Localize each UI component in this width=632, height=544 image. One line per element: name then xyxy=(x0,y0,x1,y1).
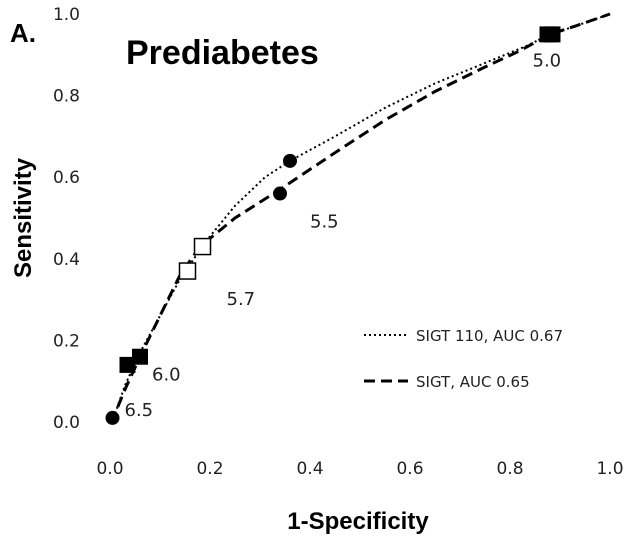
y-tick-label: 0.8 xyxy=(53,87,80,107)
marker-open-square xyxy=(178,262,197,280)
marker-layer xyxy=(105,26,561,425)
marker-filled-square xyxy=(119,356,136,373)
threshold-label: 5.5 xyxy=(310,212,339,233)
y-axis-title: Sensitivity xyxy=(10,157,37,278)
marker-circle xyxy=(283,153,297,168)
legend-label-sigt110: SIGT 110, AUC 0.67 xyxy=(416,327,563,345)
x-tick-label: 0.8 xyxy=(496,459,523,479)
x-axis-ticks: 0.0 0.2 0.4 0.6 0.8 1.0 xyxy=(96,459,623,479)
marker-open-square xyxy=(193,237,212,256)
legend: SIGT 110, AUC 0.67 SIGT, AUC 0.65 xyxy=(364,327,563,391)
x-tick-label: 0.0 xyxy=(96,459,123,479)
y-tick-label: 0.2 xyxy=(53,331,80,351)
x-axis-title: 1-Specificity xyxy=(287,508,429,535)
y-tick-label: 0.4 xyxy=(53,250,80,270)
panel-label: A. xyxy=(10,18,36,48)
legend-label-sigt: SIGT, AUC 0.65 xyxy=(416,373,530,391)
threshold-label: 6.0 xyxy=(152,365,181,386)
threshold-label: 6.5 xyxy=(125,400,154,421)
marker-circle xyxy=(273,186,287,201)
marker-filled-square xyxy=(132,348,148,365)
marker-circle xyxy=(105,410,120,425)
x-tick-label: 0.2 xyxy=(196,459,223,479)
series-line-dotted xyxy=(109,13,611,423)
x-tick-label: 0.6 xyxy=(396,459,423,479)
chart-title: Prediabetes xyxy=(126,34,319,72)
series-line-dashed xyxy=(108,12,611,423)
x-tick-label: 0.4 xyxy=(296,459,323,479)
marker-filled-square xyxy=(544,26,561,43)
y-axis-ticks: 0.0 0.2 0.4 0.6 0.8 1.0 xyxy=(53,5,80,433)
annotation-layer: 6.5 6.0 5.7 5.5 5.0 xyxy=(125,50,562,421)
y-tick-label: 0.6 xyxy=(53,168,80,188)
threshold-label: 5.0 xyxy=(533,50,562,71)
series-layer xyxy=(108,12,611,423)
y-tick-label: 1.0 xyxy=(53,5,80,25)
y-tick-label: 0.0 xyxy=(53,413,80,433)
x-tick-label: 1.0 xyxy=(596,459,623,479)
threshold-label: 5.7 xyxy=(227,289,256,310)
